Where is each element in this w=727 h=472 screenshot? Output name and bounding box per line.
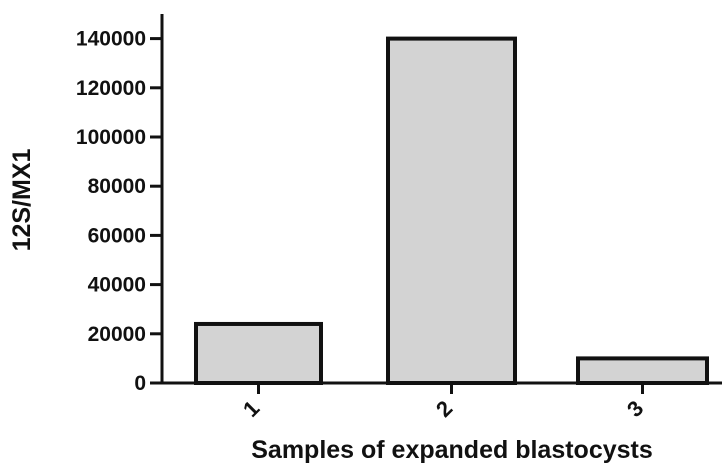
x-tick-label: 3: [622, 396, 648, 422]
y-tick-label: 120000: [76, 77, 146, 100]
y-tick-label: 40000: [88, 274, 146, 297]
y-tick-label: 80000: [88, 175, 146, 198]
bar-sample-3: [576, 356, 709, 385]
y-tick-label: 0: [134, 372, 146, 395]
bars: [194, 36, 709, 385]
y-axis-title: 12S/MX1: [8, 148, 36, 251]
x-tick-label: 1: [238, 396, 264, 422]
y-tick-label: 140000: [76, 28, 146, 51]
y-tick-label: 20000: [88, 323, 146, 346]
x-axis-title: Samples of expanded blastocysts: [251, 436, 653, 464]
x-tick-label: 2: [431, 396, 457, 422]
x-axis-ticks: 1 2 3: [238, 383, 648, 422]
y-tick-label: 100000: [76, 126, 146, 149]
bar-sample-1: [194, 321, 323, 385]
y-axis-ticks: 0 20000 40000 60000 80000 100000 120000 140000: [76, 28, 162, 395]
y-tick-label: 60000: [88, 224, 146, 247]
bar-sample-2: [386, 36, 517, 385]
y-axis-title-group: 12S/MX1: [8, 148, 36, 251]
